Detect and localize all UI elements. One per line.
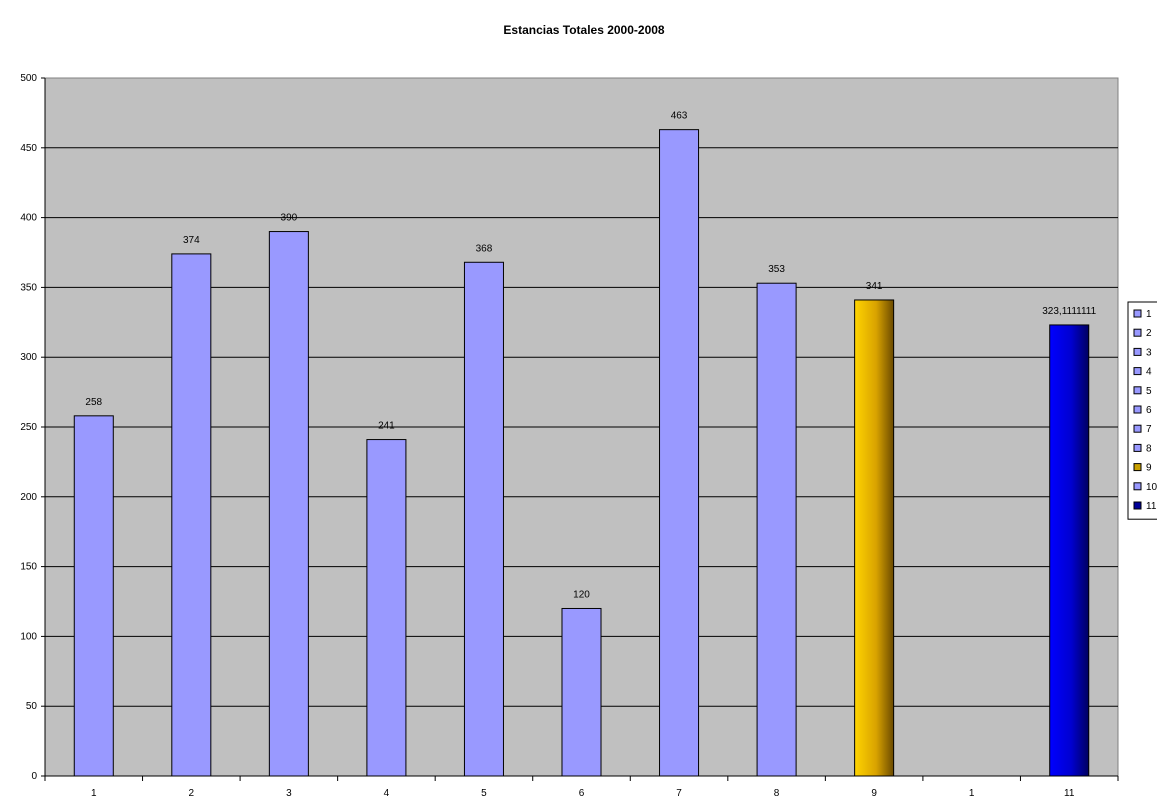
bar bbox=[659, 129, 700, 777]
data-label: 463 bbox=[671, 111, 688, 122]
legend-swatch bbox=[1133, 309, 1142, 318]
y-tick-label: 100 bbox=[20, 631, 37, 642]
y-tick-label: 300 bbox=[20, 352, 37, 363]
bar bbox=[854, 299, 895, 777]
y-tick-label: 200 bbox=[20, 492, 37, 503]
bar bbox=[73, 415, 114, 777]
x-tick-label: 2 bbox=[189, 788, 195, 799]
data-label: 341 bbox=[866, 281, 883, 292]
bar bbox=[366, 439, 407, 777]
legend-label: 4 bbox=[1146, 367, 1152, 378]
legend-swatch bbox=[1133, 424, 1142, 433]
legend-label: 5 bbox=[1146, 386, 1152, 397]
y-tick-label: 400 bbox=[20, 213, 37, 224]
legend-label: 11 bbox=[1146, 501, 1157, 512]
bar bbox=[561, 607, 602, 777]
data-label: 353 bbox=[768, 264, 785, 275]
x-tick-label: 11 bbox=[1064, 788, 1075, 799]
bar bbox=[463, 261, 504, 777]
legend-swatch bbox=[1133, 347, 1142, 356]
bar bbox=[268, 231, 309, 777]
y-tick-label: 500 bbox=[20, 73, 37, 84]
y-tick-label: 150 bbox=[20, 562, 37, 573]
x-tick-label: 1 bbox=[969, 788, 975, 799]
bar bbox=[756, 282, 797, 777]
x-tick-label: 6 bbox=[579, 788, 585, 799]
legend-label: 2 bbox=[1146, 328, 1152, 339]
legend-box bbox=[1127, 301, 1157, 520]
data-label: 241 bbox=[378, 421, 395, 432]
x-tick-label: 9 bbox=[871, 788, 877, 799]
legend-label: 7 bbox=[1146, 424, 1152, 435]
legend-swatch bbox=[1133, 367, 1142, 376]
data-label: 323,1111111 bbox=[1042, 306, 1096, 317]
data-label: 120 bbox=[573, 589, 590, 600]
x-tick-label: 5 bbox=[481, 788, 487, 799]
legend-label: 10 bbox=[1146, 482, 1157, 493]
legend-swatch bbox=[1133, 443, 1142, 452]
bar bbox=[1049, 324, 1090, 777]
legend-label: 8 bbox=[1146, 443, 1152, 454]
data-label: 374 bbox=[183, 235, 200, 246]
legend-swatch bbox=[1133, 328, 1142, 337]
bar bbox=[171, 253, 212, 777]
x-tick-label: 8 bbox=[774, 788, 780, 799]
legend-swatch bbox=[1133, 482, 1142, 491]
y-tick-label: 250 bbox=[20, 422, 37, 433]
legend: 1 2 3 4 5 6 7 8 9 10 11 bbox=[1127, 301, 1157, 520]
legend-label: 3 bbox=[1146, 347, 1152, 358]
x-tick-label: 3 bbox=[286, 788, 292, 799]
legend-swatch bbox=[1133, 501, 1142, 510]
chart-title: Estancias Totales 2000-2008 bbox=[503, 23, 665, 37]
y-tick-label: 350 bbox=[20, 282, 37, 293]
legend-swatch bbox=[1133, 463, 1142, 472]
legend-label: 6 bbox=[1146, 405, 1152, 416]
y-tick-label: 0 bbox=[31, 771, 37, 782]
data-label: 258 bbox=[85, 397, 102, 408]
data-label: 390 bbox=[281, 213, 298, 224]
x-tick-label: 1 bbox=[91, 788, 97, 799]
x-tick-label: 4 bbox=[384, 788, 390, 799]
legend-swatch bbox=[1133, 386, 1142, 395]
data-label: 368 bbox=[476, 243, 493, 254]
y-tick-label: 450 bbox=[20, 143, 37, 154]
legend-swatch bbox=[1133, 405, 1142, 414]
legend-label: 9 bbox=[1146, 463, 1152, 474]
x-tick-label: 7 bbox=[676, 788, 682, 799]
y-tick-label: 50 bbox=[26, 701, 38, 712]
legend-label: 1 bbox=[1146, 309, 1152, 320]
